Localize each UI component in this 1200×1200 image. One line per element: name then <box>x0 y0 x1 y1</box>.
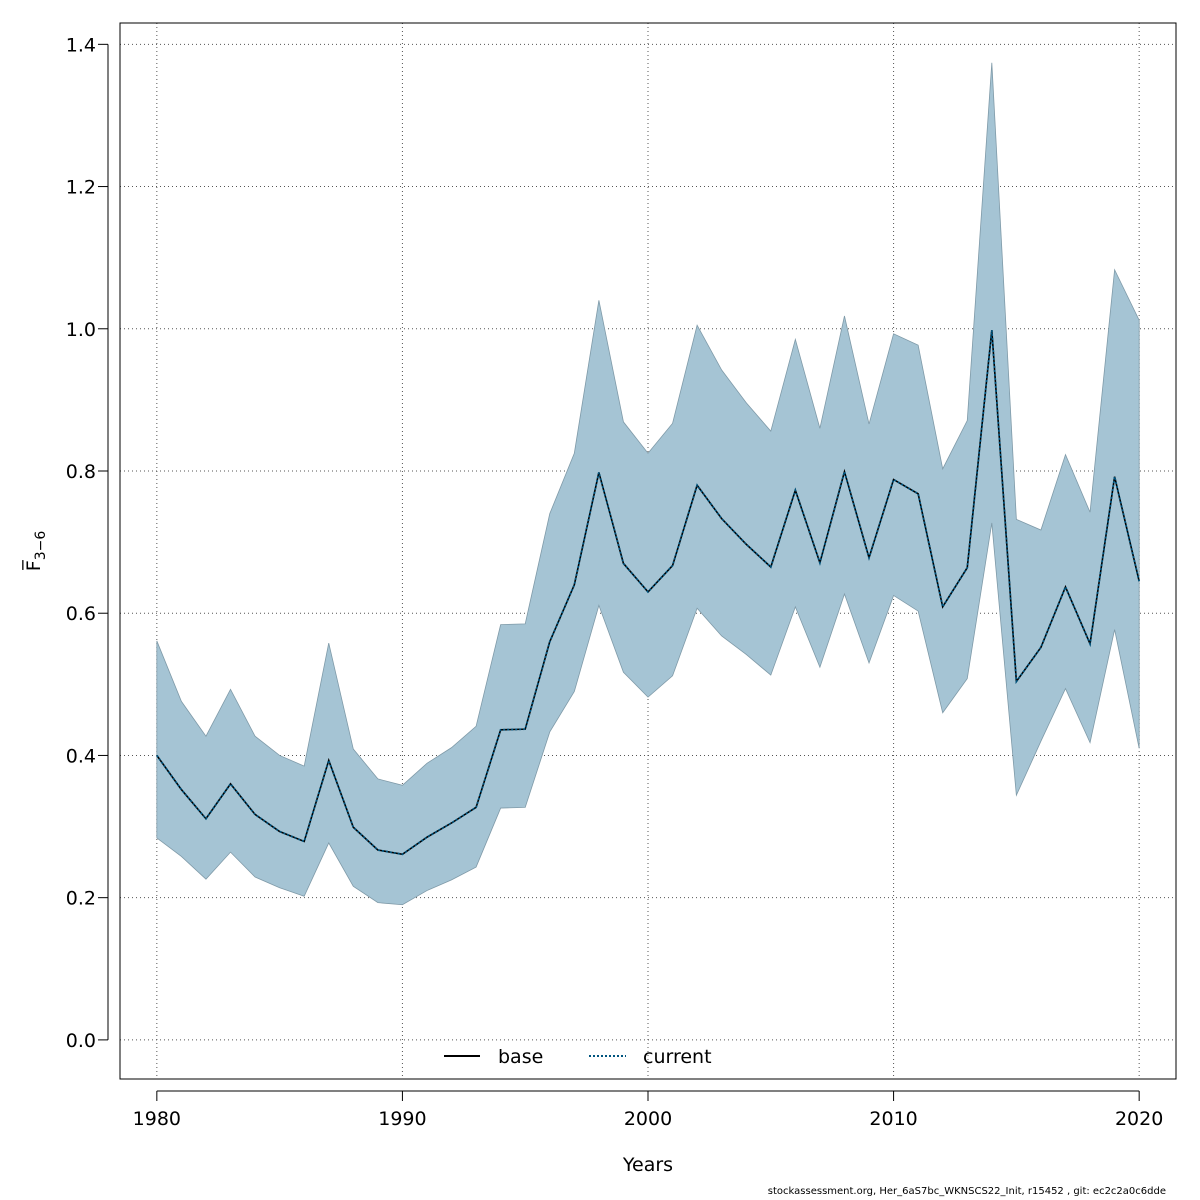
y-tick-label: 1.2 <box>66 177 96 199</box>
plot-area-border <box>119 22 1177 1080</box>
legend-label-current: current <box>643 1046 712 1068</box>
legend: base current <box>444 1046 712 1068</box>
x-tick-label: 1990 <box>378 1108 426 1130</box>
y-tick-label: 0.6 <box>66 603 96 625</box>
legend-label-base: base <box>498 1046 543 1068</box>
y-axis-title: F̅3−6 <box>21 531 49 572</box>
y-tick-label: 0.8 <box>66 461 96 483</box>
series-line-current <box>156 330 1141 856</box>
y-tick-label: 0.0 <box>66 1030 96 1052</box>
y-axis-title-subscript: 3−6 <box>33 531 49 561</box>
footer-source-note: stockassessment.org, Her_6aS7bc_WKNSCS22… <box>767 1186 1166 1197</box>
x-tick-label: 1980 <box>133 1108 181 1130</box>
y-tick-label: 1.0 <box>66 319 96 341</box>
y-tick-label: 0.4 <box>66 745 96 767</box>
confidence-band <box>156 62 1140 906</box>
y-axis-title-main: F̅ <box>21 559 45 571</box>
x-tick-label: 2020 <box>1115 1108 1163 1130</box>
y-tick-label: 1.4 <box>66 34 96 56</box>
x-tick-label: 2010 <box>869 1108 917 1130</box>
y-tick-label: 0.2 <box>66 888 96 910</box>
x-axis-title: Years <box>622 1154 673 1176</box>
x-tick-label: 2000 <box>624 1108 672 1130</box>
axes: 1980 1990 2000 2010 2020 0.0 0.2 0.4 0.6 0.8 1.0 1.… <box>66 34 1164 1130</box>
